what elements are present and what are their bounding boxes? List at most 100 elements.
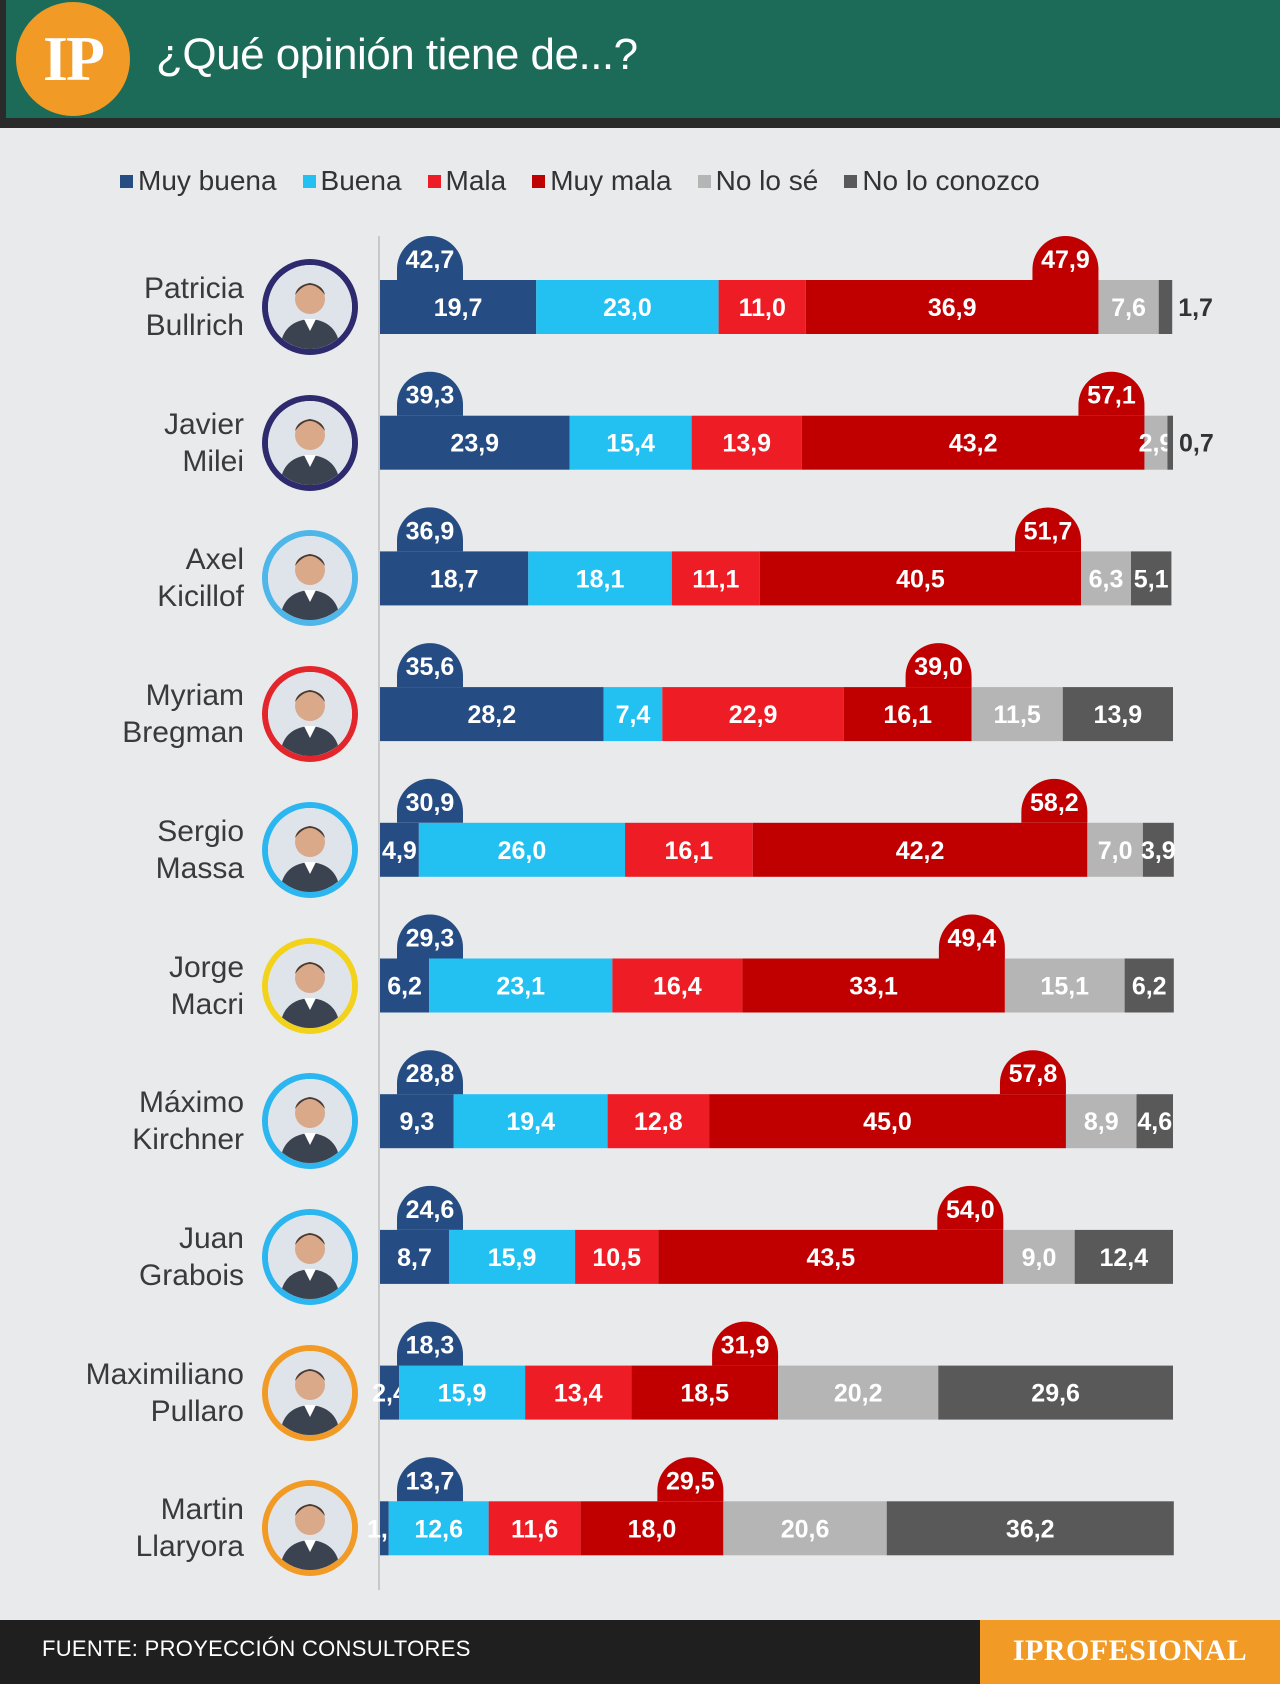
bar-value-label: 6,3	[1089, 565, 1124, 593]
bar-value-label: 18,5	[680, 1380, 729, 1408]
person-icon	[268, 1350, 352, 1435]
total-badge-shape	[999, 1050, 1066, 1095]
bar-value-label: 43,5	[806, 1244, 855, 1272]
legend-swatch	[532, 174, 546, 188]
candidate-name-juan-grabois: Juan Grabois	[14, 1220, 244, 1294]
bar-axel-kicillof-no-lo-conozco	[1130, 551, 1172, 606]
bar-myriam-bregman-muy-mala	[843, 687, 972, 742]
bar-value-label: 0,7	[1179, 430, 1214, 458]
person-icon	[268, 672, 352, 757]
legend-item-muy-mala: Muy mala	[532, 165, 672, 197]
bar-patricia-bullrich-muy-buena	[380, 280, 537, 334]
candidate-avatar-martin-llaryora	[262, 1480, 358, 1577]
bar-jorge-macri-buena	[429, 958, 613, 1013]
bar-maximiliano-pullaro-buena	[399, 1365, 526, 1420]
bar-value-label: 20,2	[834, 1380, 883, 1408]
total-badge-negative_total: 54,0	[937, 1185, 1004, 1230]
bar-value-label: 42,2	[896, 837, 945, 865]
bar-martin-llaryora-buena	[388, 1501, 489, 1556]
bar-value-label: 12,8	[634, 1108, 683, 1136]
bar-value-label: 20,6	[781, 1515, 830, 1543]
bar-value-label: 11,1	[692, 565, 739, 593]
total-badge-shape	[1021, 778, 1088, 823]
bar-maximo-kirchner-muy-mala	[709, 1094, 1066, 1149]
bar-sergio-massa-muy-mala	[752, 822, 1088, 877]
total-badge-negative_total: 39,0	[905, 643, 972, 688]
total-badge-shape	[1015, 507, 1082, 552]
bar-value-label: 36,9	[928, 294, 977, 322]
bar-value-label: 13,9	[1094, 701, 1143, 729]
bar-jorge-macri-muy-mala	[742, 958, 1005, 1013]
candidate-name-line: Axel	[185, 543, 244, 577]
candidate-name-line: Myriam	[145, 679, 244, 713]
bar-sergio-massa-buena	[418, 822, 626, 877]
bar-value-label: 12,6	[414, 1515, 463, 1543]
bar-jorge-macri-no-lo-se	[1004, 958, 1125, 1013]
legend-item-mala: Mala	[427, 165, 506, 197]
bar-value-label: 28,2	[467, 701, 516, 729]
total-badge-shape	[397, 236, 463, 280]
bar-value-label: 11,6	[511, 1515, 558, 1543]
candidate-name-maximiliano-pullaro: Maximiliano Pullaro	[14, 1356, 244, 1430]
total-badge-shape	[397, 1321, 463, 1366]
bar-value-label: 40,5	[896, 565, 945, 593]
chart-legend: Muy buena Buena Mala Muy mala No lo sé No lo …	[120, 163, 1066, 199]
total-badge-value: 30,9	[406, 789, 455, 817]
bar-martin-llaryora-no-lo-se	[723, 1501, 887, 1556]
chart-axis-line	[378, 236, 380, 1590]
total-badge-value: 28,8	[406, 1060, 455, 1088]
total-badge-shape	[397, 1185, 463, 1230]
candidate-name-line: Máximo	[138, 1086, 244, 1120]
bar-value-label: 36,2	[1006, 1515, 1055, 1543]
legend-label: No lo sé	[715, 165, 819, 196]
legend-label: Buena	[320, 165, 402, 196]
bar-value-label: 15,9	[438, 1380, 487, 1408]
bar-juan-grabois-mala	[575, 1229, 659, 1284]
bar-value-label: 9,0	[1022, 1244, 1057, 1272]
total-badge-value: 39,0	[914, 653, 963, 681]
total-badge-positive_total: 24,6	[397, 1185, 463, 1230]
total-badge-negative_total: 58,2	[1021, 778, 1088, 823]
bar-maximiliano-pullaro-mala	[525, 1365, 632, 1420]
bar-value-label: 16,4	[653, 973, 702, 1001]
bar-martin-llaryora-muy-mala	[580, 1501, 724, 1556]
total-badge-shape	[397, 507, 463, 552]
candidate-name-line: Macri	[170, 987, 244, 1021]
total-badge-value: 29,5	[666, 1467, 715, 1495]
bar-value-label: 13,4	[554, 1380, 603, 1408]
bar-jorge-macri-mala	[612, 958, 743, 1013]
person-icon	[268, 265, 352, 349]
bar-value-label: 8,9	[1084, 1108, 1119, 1136]
legend-item-no-lo-conozco: No lo conozco	[844, 165, 1040, 197]
person-icon	[268, 536, 352, 621]
total-badge-value: 58,2	[1030, 789, 1079, 817]
header-bar	[0, 0, 1280, 118]
bar-value-label: 23,0	[603, 294, 652, 322]
candidate-name-line: Patricia	[143, 272, 244, 305]
bar-patricia-bullrich-no-lo-se	[1098, 280, 1159, 334]
candidate-name-line: Sergio	[157, 814, 244, 848]
candidate-name-jorge-macri: Jorge Macri	[14, 949, 244, 1023]
total-badge-shape	[397, 1050, 463, 1095]
bar-patricia-bullrich-no-lo-conozco	[1158, 280, 1173, 334]
legend-label: No lo conozco	[862, 165, 1040, 196]
total-badge-negative_total: 31,9	[712, 1321, 779, 1366]
bar-value-label: 45,0	[863, 1108, 912, 1136]
candidate-name-line: Bullrich	[145, 309, 244, 342]
total-badge-negative_total: 47,9	[1032, 236, 1099, 280]
bar-juan-grabois-buena	[448, 1229, 576, 1284]
candidate-avatar-juan-grabois	[262, 1208, 358, 1305]
legend-label: Muy mala	[550, 165, 672, 196]
bar-juan-grabois-muy-buena	[380, 1229, 449, 1284]
header-left-strip	[0, 0, 6, 128]
candidate-avatar-jorge-macri	[262, 937, 358, 1034]
bar-value-label: 11,0	[739, 294, 786, 322]
bar-myriam-bregman-no-lo-conozco	[1062, 687, 1173, 742]
page-title: ¿Qué opinión tiene de...?	[156, 30, 638, 79]
total-badge-shape	[397, 643, 463, 688]
total-badge-shape	[657, 1457, 724, 1502]
bar-value-label: 13,9	[722, 430, 771, 458]
bar-maximo-kirchner-no-lo-se	[1065, 1094, 1137, 1149]
total-badge-negative_total: 57,8	[999, 1050, 1066, 1095]
